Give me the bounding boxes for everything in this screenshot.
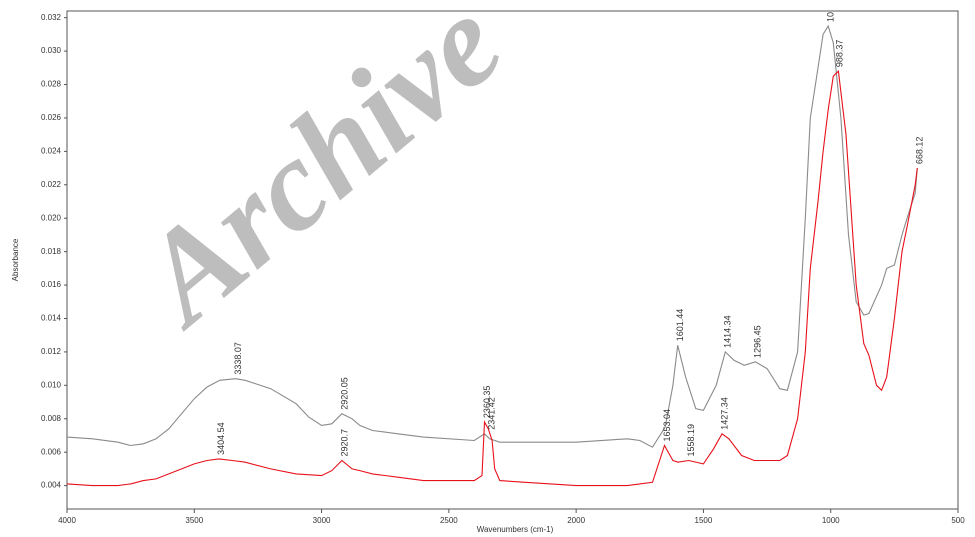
plot-frame [66,10,959,510]
peak-label: 1296.45 [753,325,763,358]
peak-label: 1427.34 [719,397,729,430]
peak-label: 668.12 [915,137,925,165]
y-tick-label: 0.026 [41,113,62,122]
x-axis-title: Wavenumbers (cm-1) [477,525,554,534]
y-tick-label: 0.008 [41,414,62,423]
y-tick-label: 0.012 [41,347,62,356]
peak-label: 1558.19 [686,424,696,457]
y-tick-label: 0.018 [41,247,62,256]
y-tick-label: 0.020 [41,213,62,222]
spectrum-line [66,24,918,448]
peak-label: 3404.54 [216,422,226,455]
y-tick-label: 0.006 [41,447,62,456]
peak-label: 3338.07 [233,342,243,375]
y-tick-label: 0.024 [41,146,62,155]
y-tick-label: 0.010 [41,380,62,389]
x-tick-label: 2000 [567,516,585,525]
peak-label: 2920.7 [339,429,349,457]
x-tick-label: 2500 [440,516,458,525]
x-tick-label: 1500 [695,516,713,525]
y-tick-label: 0.030 [41,46,62,55]
peak-label: 1653.04 [662,409,672,442]
peak-label: 1414.34 [723,315,733,348]
x-tick-label: 1000 [822,516,840,525]
y-tick-label: 0.028 [41,80,62,89]
y-tick-label: 0.004 [41,481,62,490]
y-tick-label: 0.022 [41,180,62,189]
x-tick-label: 500 [951,516,965,525]
y-tick-label: 0.032 [41,13,62,22]
peak-label: 988.37 [834,40,844,68]
peak-label: 10 [826,12,836,22]
x-tick-label: 4000 [58,516,76,525]
watermark: Archive [109,0,528,354]
x-tick-label: 3500 [185,516,203,525]
peak-label: 1601.44 [675,309,685,342]
spectrum-line [66,70,918,487]
x-tick-label: 3000 [313,516,331,525]
peak-label: 2360.35 [482,386,492,419]
peak-label: 2341.42 [487,397,497,430]
y-tick-label: 0.014 [41,314,62,323]
y-axis-title: Absorbance [11,238,20,281]
peak-label: 2920.05 [339,377,349,410]
y-tick-label: 0.016 [41,280,62,289]
